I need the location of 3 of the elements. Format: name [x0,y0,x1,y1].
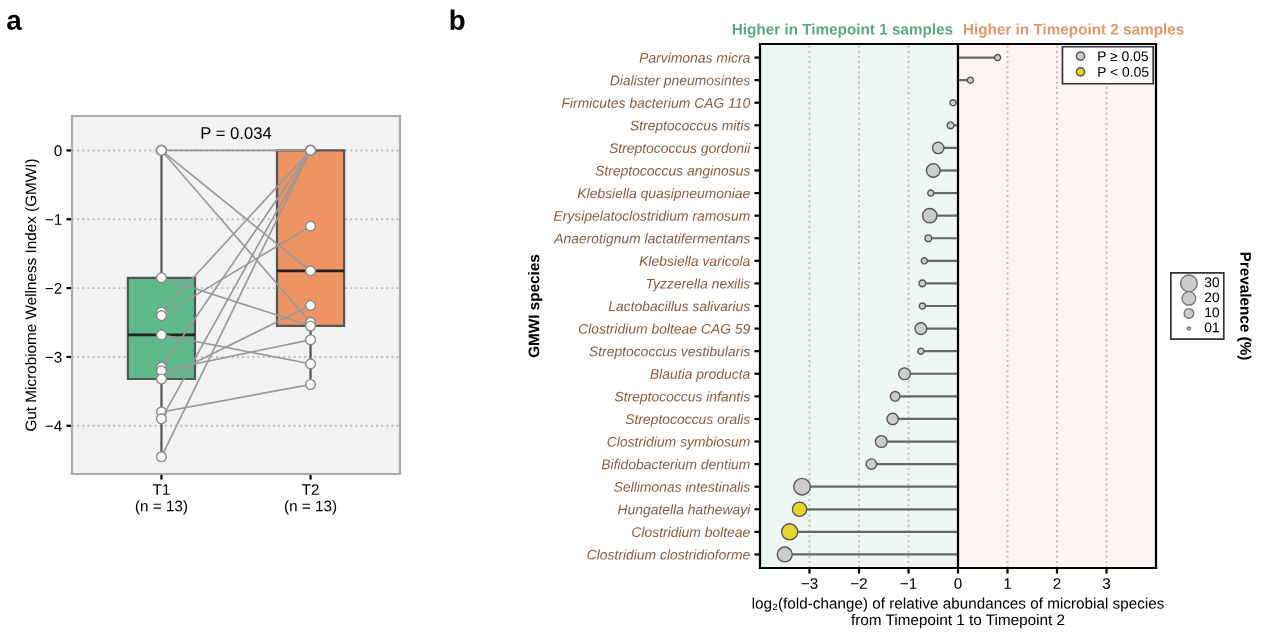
annotation: P = 0.034 [201,127,272,139]
text: a [7,14,22,30]
text: b [450,9,465,30]
